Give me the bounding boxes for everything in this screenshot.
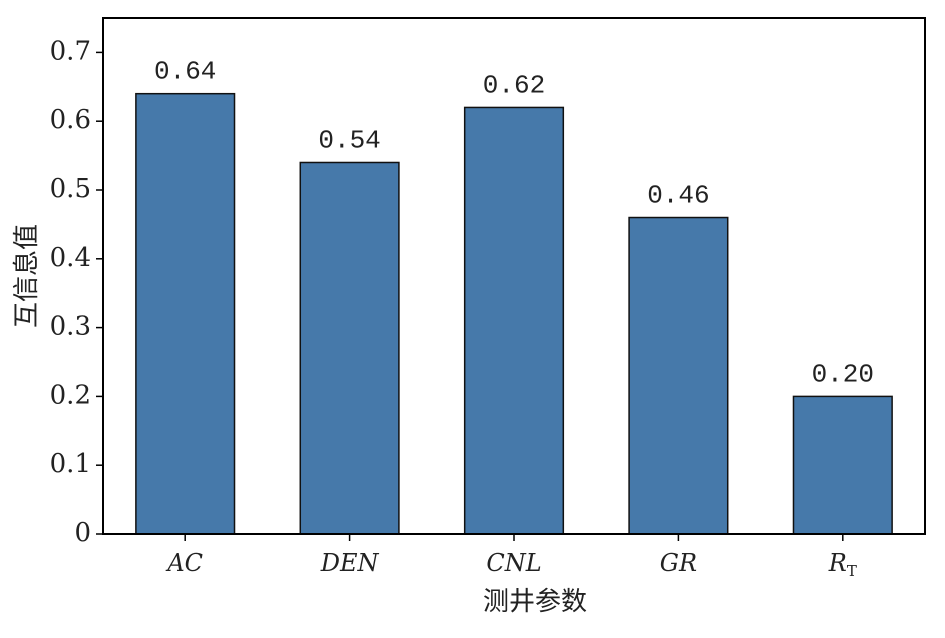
bar [463,106,565,535]
value-label: 0.62 [483,70,545,100]
bar [135,92,236,535]
y-axis-label: 互信息值 [12,224,42,328]
plot-frame [102,17,926,535]
x-axis-label: 测井参数 [483,587,587,617]
x-tick-label: RT [828,549,857,581]
y-tick-label: 0.6 [50,105,91,135]
value-label: 0.46 [647,180,709,210]
x-tick-label-main: GR [660,549,697,577]
bar [792,395,893,535]
x-tick-label-sub: T [847,562,857,580]
x-tick-label: GR [660,549,697,577]
x-tick-label: AC [165,549,203,577]
x-tick-label-main: AC [165,549,203,577]
bar [299,161,400,535]
x-tick-label-main: CNL [486,549,541,577]
y-tick-label: 0.3 [50,312,91,342]
x-tick-label: CNL [486,549,541,577]
x-tick-label-main: DEN [320,549,380,577]
y-tick-label: 0.1 [50,449,91,479]
x-tick-label-main: R [828,549,847,577]
y-tick-label: 0 [74,518,91,548]
x-tick-label: DEN [320,549,380,577]
y-tick-label: 0.2 [50,380,91,410]
y-tick-label: 0.7 [50,36,91,66]
value-label: 0.20 [812,359,874,389]
y-tick-label: 0.5 [50,174,91,204]
y-tick-label: 0.4 [50,243,91,273]
bar [628,216,729,535]
value-label: 0.54 [318,125,380,155]
value-label: 0.64 [154,57,216,87]
